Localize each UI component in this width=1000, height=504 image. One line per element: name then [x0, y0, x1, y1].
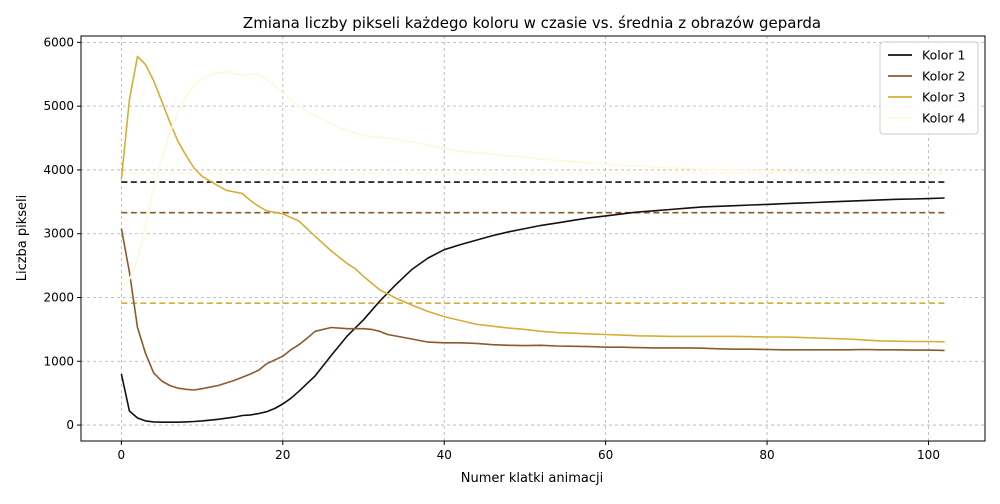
series-line-kolor-3: [120, 55, 945, 343]
y-axis-label: Liczba pikseli: [15, 195, 30, 282]
plot-frame: [80, 35, 986, 442]
x-tick-label: 100: [917, 448, 940, 462]
x-tick-label: 0: [118, 448, 126, 462]
mean-lines: [121, 172, 945, 305]
series-lines: [120, 55, 945, 424]
chart-title: Zmiana liczby pikseli każdego koloru w c…: [243, 14, 821, 32]
grid: [81, 36, 985, 441]
y-tick-label: 3000: [43, 227, 74, 241]
x-tick-label: 40: [437, 448, 452, 462]
legend-label-kolor-2: Kolor 2: [922, 69, 965, 84]
x-tick-label: 80: [759, 448, 774, 462]
legend-label-kolor-1: Kolor 1: [922, 48, 965, 63]
y-tick-label: 2000: [43, 290, 74, 304]
y-tick-label: 5000: [43, 99, 74, 113]
y-tick-label: 0: [66, 418, 74, 432]
x-axis-label: Numer klatki animacji: [461, 471, 603, 486]
y-tick-label: 6000: [43, 35, 74, 49]
legend-box: [879, 41, 979, 135]
y-tick-label: 4000: [43, 163, 74, 177]
series-line-kolor-2: [120, 228, 945, 391]
series-line-kolor-1: [120, 197, 945, 424]
legend-label-kolor-4: Kolor 4: [922, 111, 965, 126]
x-tick-label: 20: [275, 448, 290, 462]
series-line-kolor-4: [120, 70, 945, 289]
y-tick-label: 1000: [43, 354, 74, 368]
x-tick-label: 60: [598, 448, 613, 462]
legend: Kolor 1 Kolor 2 Kolor 3 Kolor 4: [879, 41, 979, 135]
legend-label-kolor-3: Kolor 3: [922, 90, 965, 105]
